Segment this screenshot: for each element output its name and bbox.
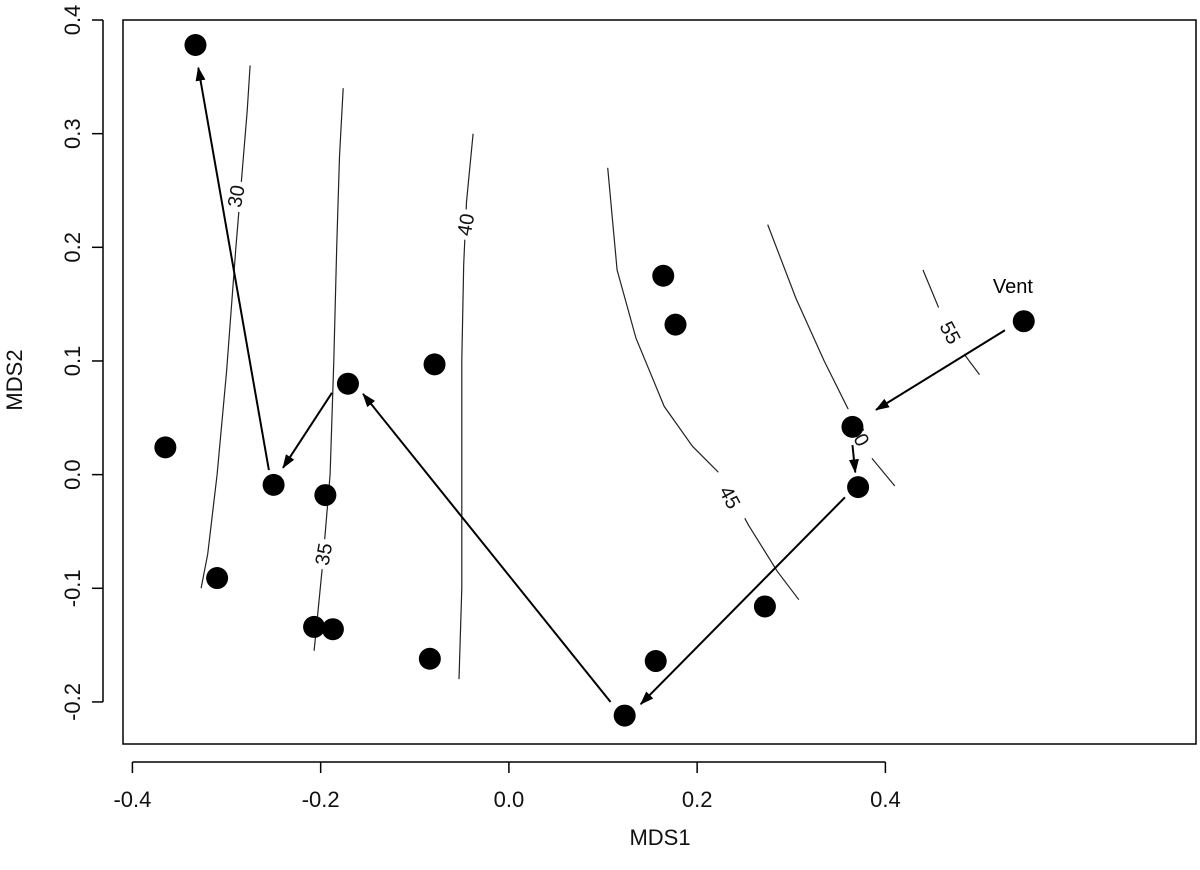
x-tick-label: -0.4	[113, 787, 151, 812]
contour-label-35: 35	[312, 541, 338, 567]
y-axis-title: MDS2	[2, 349, 27, 410]
y-tick-label: -0.1	[60, 569, 85, 607]
y-tick-label: -0.2	[60, 683, 85, 721]
data-point	[1012, 310, 1035, 333]
contour-line-45	[607, 167, 800, 601]
data-point	[423, 353, 446, 376]
y-tick-label: 0.3	[60, 118, 85, 149]
y-tick-label: 0.2	[60, 232, 85, 263]
x-tick-label: 0.2	[682, 787, 713, 812]
plot-frame	[122, 19, 1197, 745]
x-tick-label: -0.2	[302, 787, 340, 812]
contour-label-mask	[922, 306, 979, 359]
contour-label-40: 40	[454, 212, 480, 238]
data-point	[847, 476, 870, 499]
data-point	[418, 647, 441, 670]
data-point	[753, 595, 776, 618]
trajectory-arrow-4	[362, 393, 612, 703]
data-point	[613, 704, 636, 727]
data-points	[154, 34, 1035, 727]
y-tick-label: 0.1	[60, 346, 85, 377]
trajectory-arrow-5	[282, 392, 333, 469]
data-point	[336, 372, 359, 395]
data-point	[664, 313, 687, 336]
trajectory-arrow-1	[875, 329, 1006, 411]
x-axis: -0.4 -0.2 0.0 0.2 0.4	[113, 761, 901, 812]
contour-line-30	[200, 65, 251, 589]
annotation-vent: Vent	[993, 276, 1033, 298]
x-tick-label: 0.0	[494, 787, 525, 812]
data-point	[184, 34, 207, 57]
contour-lines: 303540455055	[200, 65, 980, 680]
data-point	[652, 264, 675, 287]
data-point	[206, 567, 229, 590]
data-point	[154, 436, 177, 459]
contour-label-mask	[701, 471, 759, 524]
annotations: Vent	[993, 276, 1033, 298]
y-tick-label: 0.0	[60, 459, 85, 490]
contour-line-40	[458, 133, 474, 680]
trajectory-arrow-2	[848, 444, 859, 474]
contour-label-mask	[439, 205, 492, 244]
trajectory-arrow-6	[195, 66, 270, 471]
data-point	[841, 415, 864, 438]
contour-line-50	[767, 224, 896, 487]
x-axis-title: MDS1	[629, 825, 690, 850]
trajectory-arrow-3	[639, 496, 846, 705]
contour-label-mask	[297, 535, 350, 574]
data-point	[321, 618, 344, 641]
data-point	[262, 473, 285, 496]
data-point	[314, 484, 337, 507]
y-tick-label: 0.4	[60, 5, 85, 36]
contour-label-30: 30	[224, 183, 250, 209]
data-point	[644, 650, 667, 673]
x-tick-label: 0.4	[870, 787, 901, 812]
trajectory-arrows	[195, 66, 1006, 705]
y-axis: -0.2 -0.1 0.0 0.1 0.2 0.3 0.4	[60, 5, 104, 721]
data-point	[303, 615, 326, 638]
